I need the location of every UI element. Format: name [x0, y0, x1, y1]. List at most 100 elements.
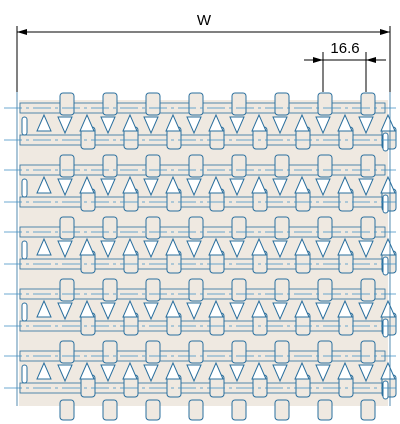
opening-down [315, 116, 331, 135]
opening-up [208, 175, 224, 194]
opening-down [315, 364, 331, 383]
opening-down [186, 302, 202, 321]
edge-slot-right [382, 256, 389, 276]
link-knuckle [360, 278, 376, 302]
opening-up [208, 237, 224, 256]
width-arrow-right [380, 29, 390, 35]
opening-down [358, 240, 374, 259]
link-knuckle [317, 278, 333, 302]
opening-up [208, 299, 224, 318]
link-knuckle [145, 340, 161, 364]
opening-down [143, 178, 159, 197]
opening-down [358, 116, 374, 135]
opening-down [186, 240, 202, 259]
opening-up [337, 237, 353, 256]
opening-up [122, 299, 138, 318]
opening-up [337, 299, 353, 318]
opening-down [358, 302, 374, 321]
opening-down [143, 364, 159, 383]
link-knuckle [188, 340, 204, 364]
link-knuckle [59, 399, 75, 421]
opening-up [122, 175, 138, 194]
opening-down [229, 302, 245, 321]
opening-down [272, 178, 288, 197]
belt-module-pattern [16, 92, 397, 421]
link-knuckle [188, 154, 204, 178]
link-knuckle [102, 154, 118, 178]
opening-up [294, 175, 310, 194]
opening-down [358, 364, 374, 383]
opening-up [380, 113, 396, 132]
opening-down [143, 302, 159, 321]
opening-up [251, 175, 267, 194]
link-knuckle [231, 278, 247, 302]
link-knuckle [59, 154, 75, 178]
opening-up [36, 299, 52, 318]
pitch-dimension: 16.6 [304, 40, 386, 92]
opening-down [57, 302, 73, 321]
link-knuckle [360, 340, 376, 364]
link-knuckle [274, 399, 290, 421]
link-knuckle [102, 216, 118, 240]
opening-up [380, 237, 396, 256]
link-knuckle [274, 216, 290, 240]
opening-up [208, 361, 224, 380]
opening-down [57, 178, 73, 197]
opening-down [358, 178, 374, 197]
link-knuckle [188, 216, 204, 240]
opening-up [251, 361, 267, 380]
edge-slot-left [21, 302, 28, 322]
opening-up [380, 361, 396, 380]
opening-up [36, 175, 52, 194]
opening-down [229, 116, 245, 135]
opening-down [57, 116, 73, 135]
edge-slot-left [21, 116, 28, 136]
link-knuckle [274, 340, 290, 364]
opening-up [208, 113, 224, 132]
link-knuckle [274, 92, 290, 116]
pitch-arrow-right [366, 57, 376, 63]
opening-down [186, 116, 202, 135]
opening-up [165, 175, 181, 194]
link-knuckle [231, 92, 247, 116]
opening-down [272, 302, 288, 321]
link-knuckle [102, 92, 118, 116]
link-knuckle [231, 216, 247, 240]
opening-up [36, 361, 52, 380]
opening-up [165, 361, 181, 380]
link-knuckle [188, 399, 204, 421]
link-knuckle [317, 154, 333, 178]
link-knuckle [59, 340, 75, 364]
link-knuckle [145, 399, 161, 421]
opening-up [79, 175, 95, 194]
edge-slot-right [382, 132, 389, 152]
overall-width-dimension: W [16, 12, 391, 92]
opening-down [229, 364, 245, 383]
link-knuckle [274, 154, 290, 178]
link-knuckle [274, 278, 290, 302]
opening-up [79, 299, 95, 318]
link-knuckle [231, 399, 247, 421]
link-knuckle [145, 278, 161, 302]
pitch-arrow-left [313, 57, 323, 63]
link-knuckle [360, 154, 376, 178]
edge-slot-left [21, 240, 28, 260]
link-knuckle [317, 216, 333, 240]
link-knuckle [317, 92, 333, 116]
link-knuckle [145, 92, 161, 116]
opening-down [272, 364, 288, 383]
opening-up [337, 361, 353, 380]
opening-up [251, 113, 267, 132]
opening-down [315, 302, 331, 321]
opening-down [229, 240, 245, 259]
link-knuckle [188, 92, 204, 116]
opening-up [79, 361, 95, 380]
link-knuckle [231, 154, 247, 178]
edge-slot-right [382, 194, 389, 214]
link-knuckle [59, 216, 75, 240]
link-knuckle [360, 399, 376, 421]
opening-up [294, 361, 310, 380]
opening-up [294, 299, 310, 318]
width-arrow-left [17, 29, 27, 35]
